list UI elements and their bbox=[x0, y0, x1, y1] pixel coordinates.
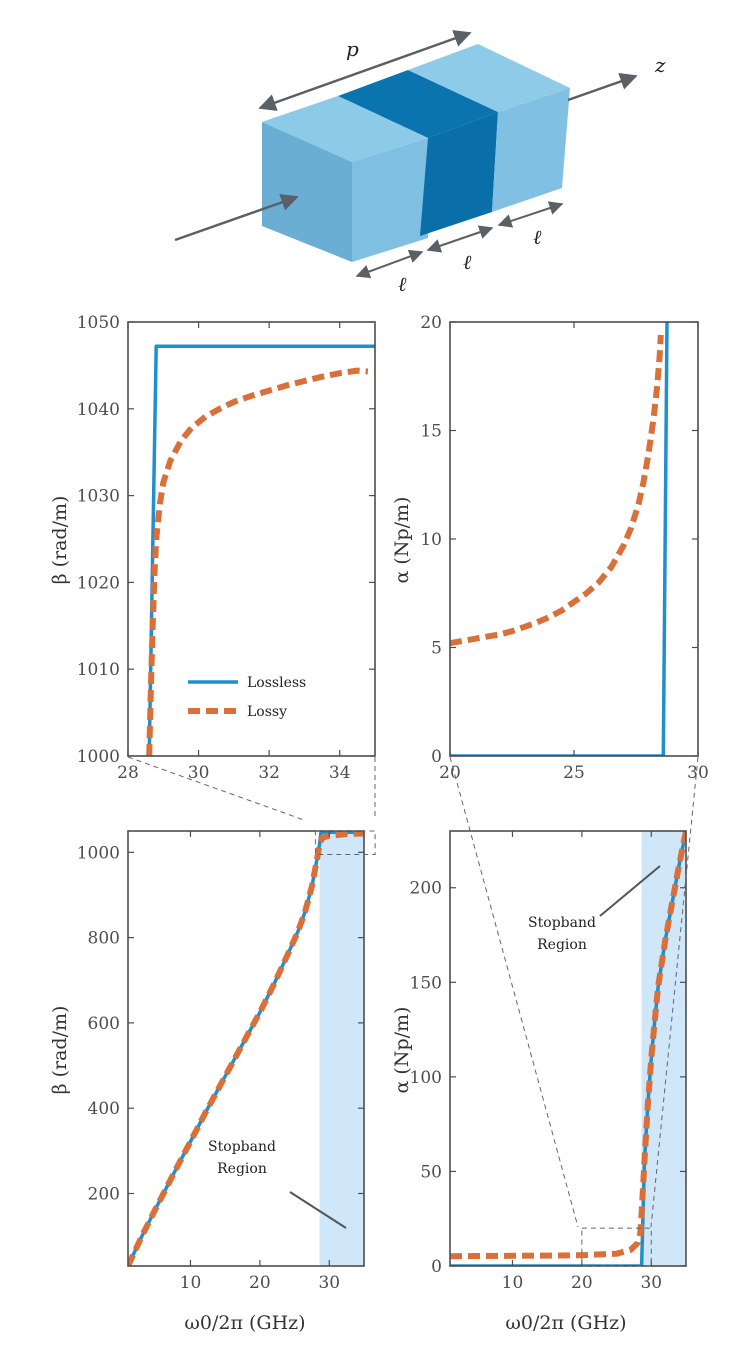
block-side-dark bbox=[420, 112, 498, 236]
panel-a-ylabel: β (rad/m) bbox=[49, 496, 71, 585]
chart-c-ytick-label: 800 bbox=[88, 929, 120, 949]
segment-arrow-3 bbox=[497, 201, 564, 228]
chart-d: 10 20 30 0 50 100 150 200 bbox=[410, 830, 687, 1293]
segment-label-1: ℓ bbox=[398, 272, 407, 296]
chart-a-series-lossless bbox=[147, 344, 375, 756]
chart-b-series-lossy bbox=[450, 334, 664, 647]
chart-d-stopband-region bbox=[641, 831, 686, 1266]
panel-c-ylabel: β (rad/m) bbox=[49, 1006, 71, 1095]
legend: Lossless Lossy bbox=[188, 675, 306, 720]
chart-c-ytick-label: 400 bbox=[88, 1099, 120, 1119]
zoom-box-panel-c bbox=[314, 830, 376, 855]
segment-label-3: ℓ bbox=[533, 225, 542, 249]
chart-d-xtick-label: 10 bbox=[502, 1273, 524, 1293]
chart-a-ytick-label: 1010 bbox=[77, 660, 120, 680]
chart-a-axes-frame bbox=[127, 321, 376, 757]
segment-arrow-1 bbox=[355, 249, 424, 279]
z-arrow bbox=[567, 72, 638, 102]
panel-c-xlabel: ω0/2π (GHz) bbox=[184, 1312, 305, 1334]
chart-c-axes-frame bbox=[127, 830, 365, 1267]
chart-b-series-lossless bbox=[450, 322, 669, 756]
chart-c: 10 20 30 200 400 600 800 1000 bbox=[77, 830, 365, 1293]
chart-c-stopband-region bbox=[319, 831, 364, 1266]
chart-c-xtick-label: 30 bbox=[318, 1273, 340, 1293]
chart-a-xtick-label: 32 bbox=[258, 763, 280, 783]
chart-a-ytick-label: 1000 bbox=[77, 747, 120, 767]
chart-d-plot-area bbox=[450, 831, 686, 1266]
chart-c-series-lossy bbox=[128, 831, 364, 1266]
input-arrow bbox=[174, 193, 299, 242]
zoom-line-b-right bbox=[650, 756, 699, 1228]
zoom-line-a-left bbox=[127, 756, 305, 821]
zoom-line-b-left bbox=[449, 756, 579, 1228]
chart-a-ytick-label: 1020 bbox=[77, 573, 120, 593]
chart-b-xtick-label: 25 bbox=[563, 763, 585, 783]
segment-arrow-2 bbox=[426, 225, 494, 253]
chart-b-ytick-label: 0 bbox=[431, 747, 442, 767]
block-front-face bbox=[262, 122, 352, 262]
chart-d-ytick-label: 0 bbox=[431, 1257, 442, 1277]
panel-d-ylabel: α (Np/m) bbox=[391, 1007, 413, 1094]
chart-a-series-lossy bbox=[146, 367, 369, 756]
chart-d-axes-frame bbox=[449, 830, 687, 1267]
chart-b: 20 25 30 0 5 10 15 20 bbox=[420, 313, 708, 783]
chart-b-xtick-label: 20 bbox=[439, 763, 461, 783]
chart-b-ytick-label: 5 bbox=[431, 639, 442, 659]
panel-c-annotation-pointer bbox=[289, 1191, 347, 1229]
chart-b-ytick-label: 10 bbox=[420, 530, 442, 550]
panel-d-xlabel: ω0/2π (GHz) bbox=[505, 1312, 626, 1334]
panel-d-annotation-line2: Region bbox=[537, 937, 587, 953]
chart-c-ytick-label: 1000 bbox=[77, 843, 120, 863]
chart-b-ytick-label: 15 bbox=[420, 422, 442, 442]
chart-b-axes-frame bbox=[449, 321, 699, 757]
panel-b-ylabel: α (Np/m) bbox=[391, 497, 413, 584]
chart-b-plot-area bbox=[450, 322, 669, 756]
chart-b-xtick-label: 30 bbox=[687, 763, 709, 783]
chart-d-ytick-label: 100 bbox=[410, 1068, 442, 1088]
chart-d-ytick-label: 200 bbox=[410, 879, 442, 899]
panel-c-annotation-line1: Stopband bbox=[208, 1139, 276, 1155]
panel-d-annotation-pointer bbox=[599, 865, 661, 917]
chart-a-xtick-label: 28 bbox=[117, 763, 139, 783]
chart-a-ytick-label: 1030 bbox=[77, 487, 120, 507]
period-arrow bbox=[258, 30, 472, 111]
block-side-light-2 bbox=[492, 88, 570, 212]
chart-a-plot-area bbox=[146, 344, 375, 756]
legend-label-lossy: Lossy bbox=[247, 704, 287, 720]
chart-b-ytick-label: 20 bbox=[420, 313, 442, 333]
chart-c-ytick-label: 600 bbox=[88, 1014, 120, 1034]
chart-a: 28 30 32 34 1000 1010 1020 1030 1040 1050 bbox=[77, 313, 376, 783]
panel-c-annotation-line2: Region bbox=[217, 1161, 267, 1177]
period-label: p bbox=[346, 37, 359, 61]
chart-c-plot-area bbox=[128, 831, 364, 1266]
segment-label-2: ℓ bbox=[463, 250, 472, 274]
chart-a-xtick-label: 34 bbox=[329, 763, 351, 783]
block-side-light-1 bbox=[352, 138, 428, 262]
chart-a-ytick-label: 1040 bbox=[77, 400, 120, 420]
chart-a-ytick-label: 1050 bbox=[77, 313, 120, 333]
chart-d-series-lossy bbox=[450, 831, 686, 1260]
chart-c-xtick-label: 10 bbox=[180, 1273, 202, 1293]
chart-d-ytick-label: 50 bbox=[420, 1162, 442, 1182]
chart-d-xtick-label: 30 bbox=[640, 1273, 662, 1293]
chart-c-ytick-label: 200 bbox=[88, 1185, 120, 1205]
chart-c-xtick-label: 20 bbox=[249, 1273, 271, 1293]
block-top-light-left-2 bbox=[262, 96, 428, 162]
panel-d-annotation-line1: Stopband bbox=[528, 915, 596, 931]
zoom-indicators bbox=[127, 756, 699, 1228]
chart-d-ytick-label: 150 bbox=[410, 973, 442, 993]
chart-a-xtick-label: 30 bbox=[188, 763, 210, 783]
z-axis-label: z bbox=[654, 53, 666, 77]
chart-d-xtick-label: 20 bbox=[571, 1273, 593, 1293]
unit-cell-diagram: p z ℓ ℓ ℓ bbox=[174, 30, 666, 296]
legend-label-lossless: Lossless bbox=[247, 675, 306, 691]
